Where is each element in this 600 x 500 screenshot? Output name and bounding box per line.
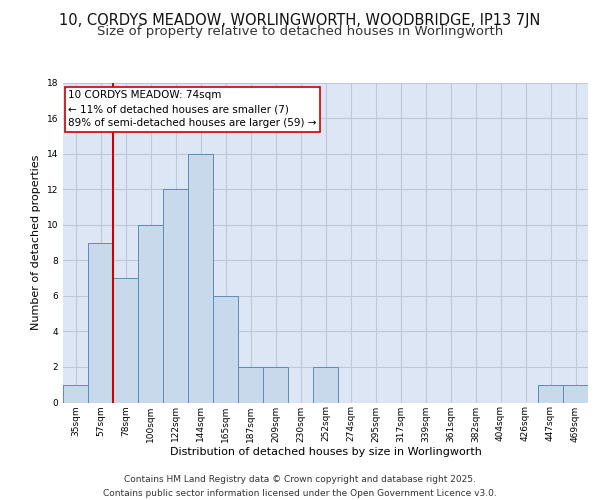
Bar — [263, 367, 288, 402]
Text: Contains HM Land Registry data © Crown copyright and database right 2025.
Contai: Contains HM Land Registry data © Crown c… — [103, 476, 497, 498]
Text: 10 CORDYS MEADOW: 74sqm
← 11% of detached houses are smaller (7)
89% of semi-det: 10 CORDYS MEADOW: 74sqm ← 11% of detache… — [68, 90, 317, 128]
X-axis label: Distribution of detached houses by size in Worlingworth: Distribution of detached houses by size … — [170, 447, 481, 457]
Text: 10, CORDYS MEADOW, WORLINGWORTH, WOODBRIDGE, IP13 7JN: 10, CORDYS MEADOW, WORLINGWORTH, WOODBRI… — [59, 12, 541, 28]
Bar — [538, 384, 563, 402]
Bar — [213, 296, 238, 403]
Bar — [188, 154, 213, 402]
Bar — [238, 367, 263, 402]
Bar — [63, 384, 88, 402]
Bar — [163, 189, 188, 402]
Bar — [113, 278, 138, 402]
Bar — [138, 224, 163, 402]
Bar — [88, 242, 113, 402]
Text: Size of property relative to detached houses in Worlingworth: Size of property relative to detached ho… — [97, 25, 503, 38]
Y-axis label: Number of detached properties: Number of detached properties — [31, 155, 41, 330]
Bar — [313, 367, 338, 402]
Bar — [563, 384, 588, 402]
